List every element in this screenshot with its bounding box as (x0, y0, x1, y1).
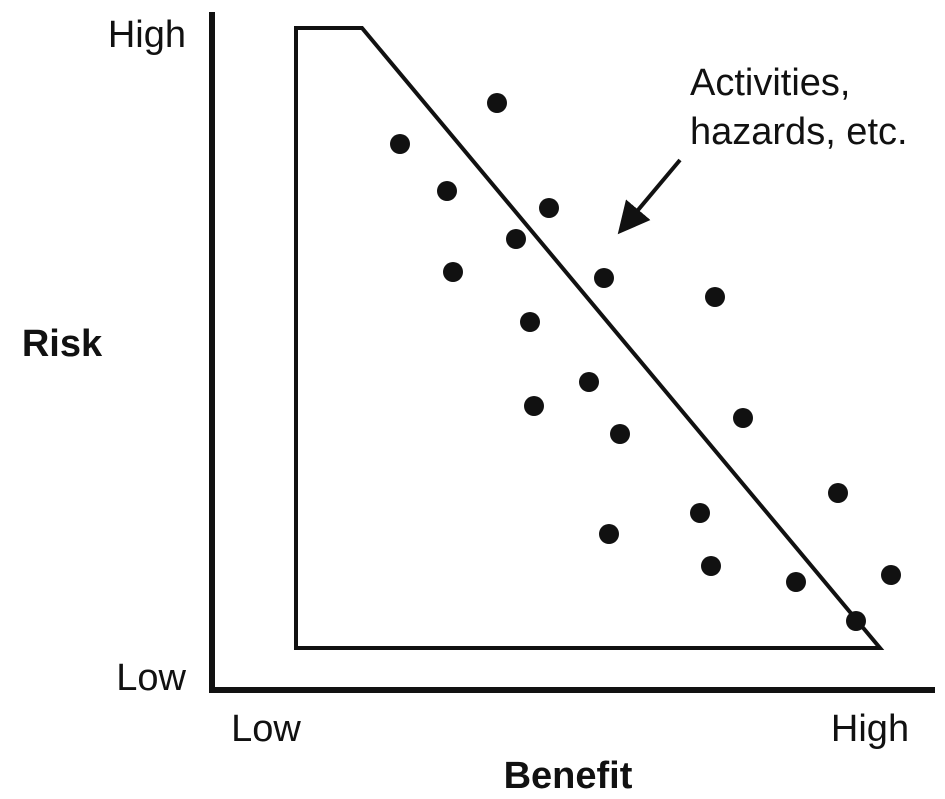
dot (733, 408, 753, 428)
dot (437, 181, 457, 201)
x-axis-title: Benefit (504, 755, 633, 797)
acceptance-region (294, 26, 885, 650)
annotation-arrow (617, 158, 682, 235)
y-low-label: Low (116, 657, 186, 699)
dot (594, 268, 614, 288)
dot (487, 93, 507, 113)
annotation-line: hazards, etc. (690, 111, 908, 153)
dot (506, 229, 526, 249)
dot (520, 312, 540, 332)
dot (539, 198, 559, 218)
annotation-line: Activities, (690, 62, 850, 104)
dot (443, 262, 463, 282)
dot (599, 524, 619, 544)
dots (390, 93, 901, 631)
dot (705, 287, 725, 307)
dot (828, 483, 848, 503)
y-axis-title: Risk (22, 323, 103, 365)
dot (579, 372, 599, 392)
dot (846, 611, 866, 631)
dot (390, 134, 410, 154)
dot (786, 572, 806, 592)
dot (881, 565, 901, 585)
dot (701, 556, 721, 576)
dot (690, 503, 710, 523)
dot (610, 424, 630, 444)
dot (524, 396, 544, 416)
x-high-label: High (831, 708, 909, 750)
x-low-label: Low (231, 708, 301, 750)
y-high-label: High (108, 14, 186, 56)
